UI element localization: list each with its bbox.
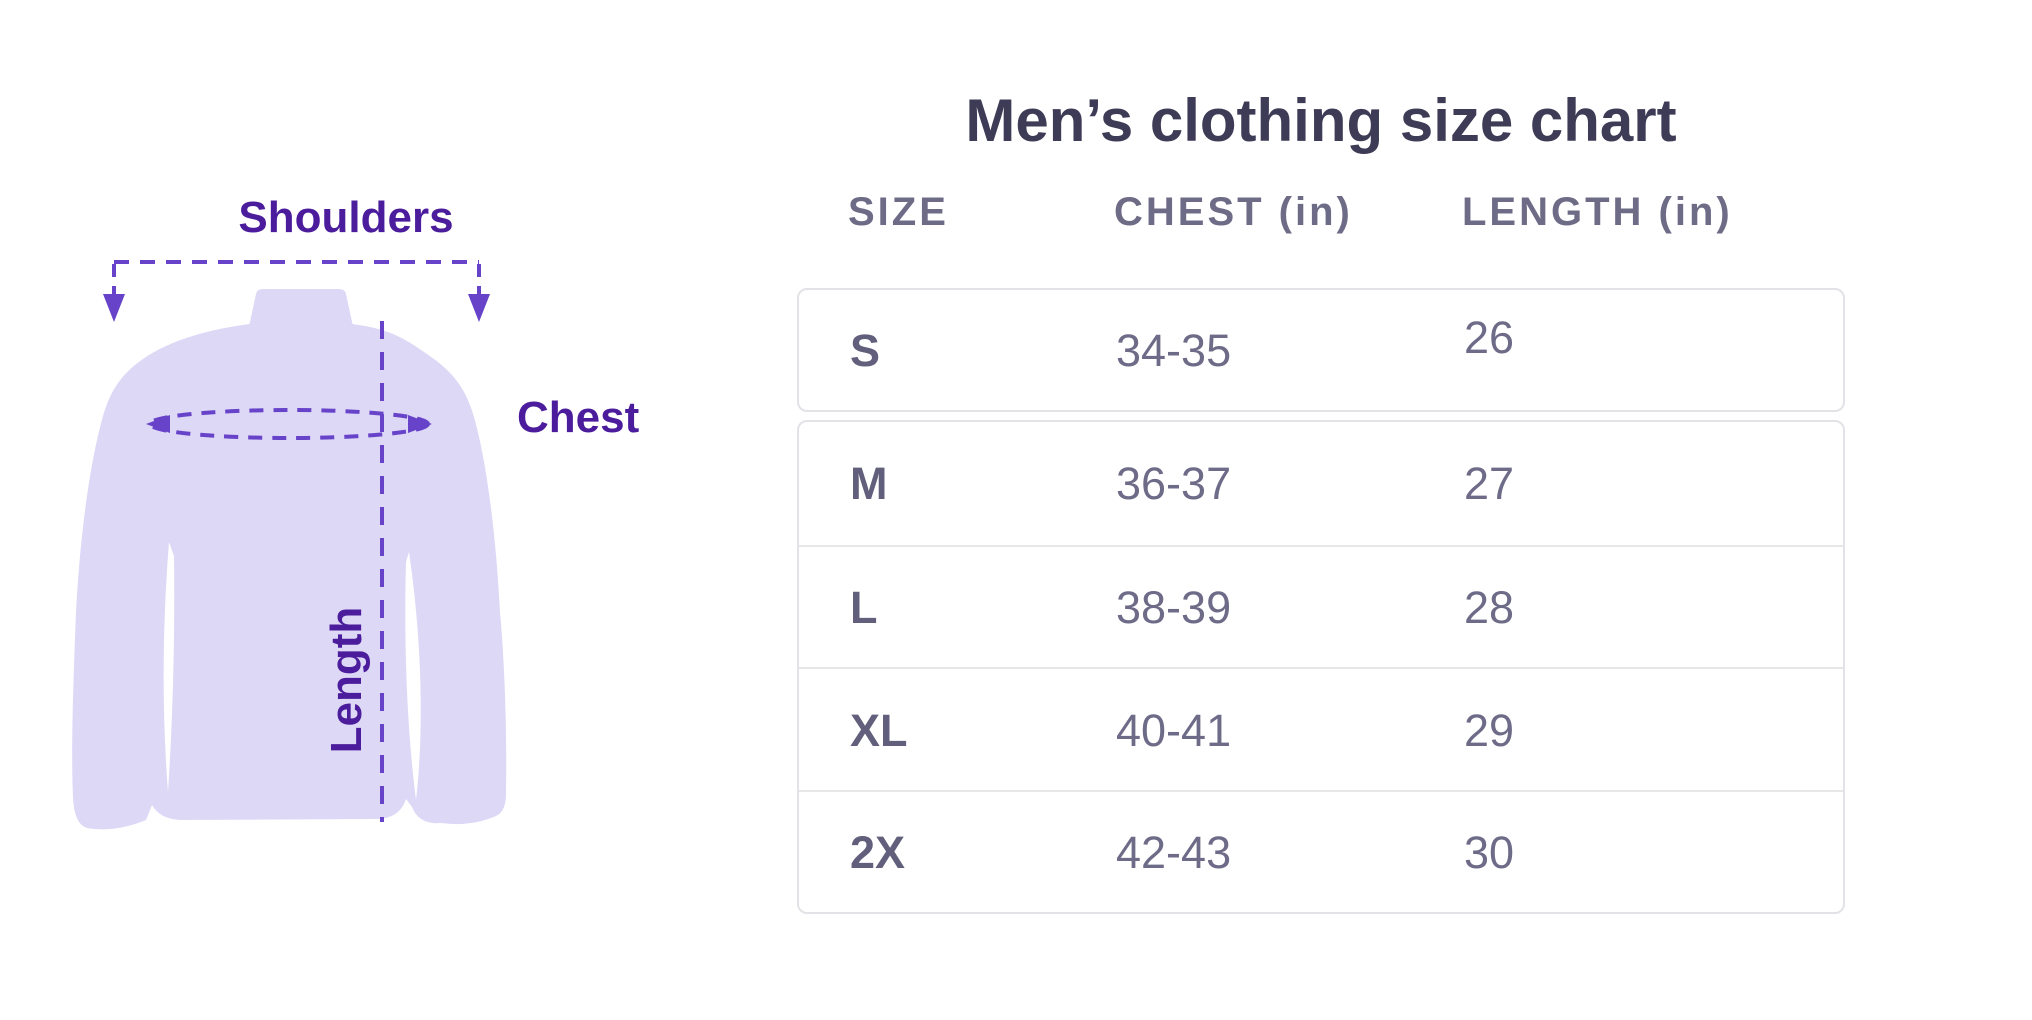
size-cell: M [850,457,888,509]
size-cell: S [850,324,881,376]
table-row: L 38-39 28 [799,544,1843,670]
chest-cell: 34-35 [1116,324,1232,376]
table-row: S 34-35 26 [799,290,1843,410]
chest-cell: 42-43 [1116,827,1232,879]
shoulders-label: Shoulders [238,193,454,242]
table-row: M 36-37 27 [799,422,1843,545]
chest-arrow-left-icon [146,415,170,433]
column-header-length: LENGTH (in) [1462,190,1733,234]
shirt-collar [248,289,354,331]
length-cell: 26 [1464,311,1515,363]
chest-cell: 40-41 [1116,704,1232,756]
size-cell: XL [850,704,908,756]
size-table-first-row-box: S 34-35 26 [797,288,1845,412]
shirt-body [72,324,507,830]
column-header-chest: CHEST (in) [1114,190,1353,234]
table-header-row: SIZE CHEST (in) LENGTH (in) [797,192,1896,232]
shoulder-arrow-right-icon [468,294,490,322]
length-cell: 29 [1464,704,1515,756]
chest-cell: 36-37 [1116,457,1232,509]
shoulder-arrow-left-icon [103,294,125,322]
table-row: XL 40-41 29 [799,667,1843,792]
chest-cell: 38-39 [1116,582,1232,634]
column-header-size: SIZE [848,190,949,234]
chest-label: Chest [517,393,640,442]
sleeve-seam-left [163,542,175,792]
size-cell: L [850,582,878,634]
sleeve-seam-right [405,552,421,800]
table-row: 2X 42-43 30 [799,789,1843,915]
shirt-measurement-diagram [72,260,507,830]
chest-arrow-right-icon [408,415,432,433]
length-cell: 27 [1464,457,1515,509]
length-cell: 30 [1464,827,1515,879]
length-cell: 28 [1464,582,1515,634]
length-label: Length [322,606,371,754]
shoulders-measure-line [112,260,481,296]
size-cell: 2X [850,827,906,879]
page-title: Men’s clothing size chart [965,87,1677,154]
size-table-body-box: M 36-37 27 L 38-39 28 XL 40-41 29 2X 42-… [797,420,1845,914]
